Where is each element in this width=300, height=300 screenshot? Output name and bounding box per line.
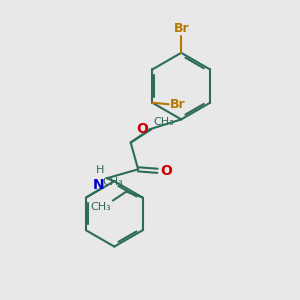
Text: O: O — [136, 122, 148, 136]
Text: CH₃: CH₃ — [102, 177, 123, 187]
Text: CH₃: CH₃ — [154, 117, 175, 127]
Text: CH₃: CH₃ — [91, 202, 111, 212]
Text: Br: Br — [173, 22, 189, 35]
Text: O: O — [160, 164, 172, 178]
Text: N: N — [93, 178, 104, 192]
Text: Br: Br — [170, 98, 186, 111]
Text: H: H — [96, 165, 104, 175]
